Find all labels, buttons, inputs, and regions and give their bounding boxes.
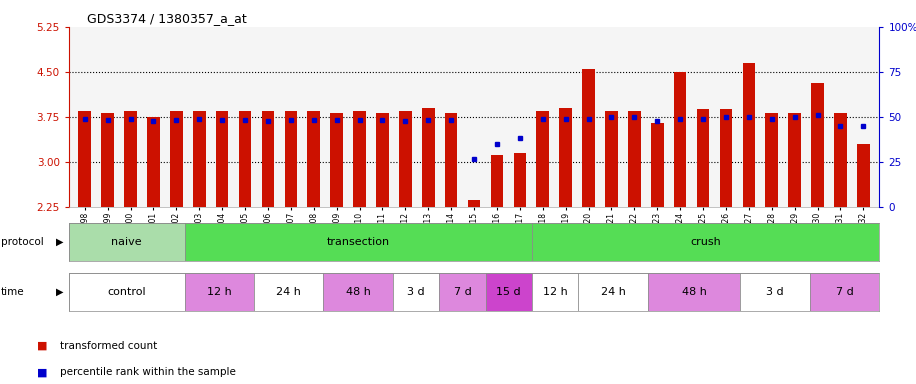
- Text: 12 h: 12 h: [542, 287, 568, 297]
- Bar: [125, 111, 136, 207]
- Text: time: time: [1, 287, 25, 297]
- Bar: [354, 111, 365, 207]
- Bar: [578, 273, 648, 311]
- Bar: [605, 111, 617, 207]
- Text: 3 d: 3 d: [767, 287, 784, 297]
- Bar: [323, 273, 393, 311]
- Bar: [440, 273, 485, 311]
- Bar: [743, 63, 755, 207]
- Bar: [69, 273, 184, 311]
- Text: protocol: protocol: [1, 237, 44, 247]
- Bar: [102, 113, 114, 207]
- Text: 12 h: 12 h: [207, 287, 232, 297]
- Bar: [648, 273, 740, 311]
- Bar: [789, 113, 801, 207]
- Bar: [468, 200, 480, 207]
- Bar: [331, 113, 343, 207]
- Bar: [184, 273, 254, 311]
- Bar: [170, 111, 182, 207]
- Bar: [422, 108, 434, 207]
- Bar: [740, 273, 810, 311]
- Bar: [514, 153, 526, 207]
- Bar: [254, 273, 323, 311]
- Text: percentile rank within the sample: percentile rank within the sample: [60, 367, 235, 377]
- Bar: [674, 72, 686, 207]
- Bar: [285, 111, 297, 207]
- Bar: [184, 223, 532, 261]
- Bar: [79, 111, 91, 207]
- Text: crush: crush: [691, 237, 721, 247]
- Text: ▶: ▶: [56, 237, 63, 247]
- Text: 48 h: 48 h: [345, 287, 371, 297]
- Bar: [537, 111, 549, 207]
- Bar: [812, 83, 823, 207]
- Text: ■: ■: [37, 367, 47, 377]
- Text: ■: ■: [37, 341, 47, 351]
- Bar: [393, 273, 440, 311]
- Text: 3 d: 3 d: [408, 287, 425, 297]
- Text: 15 d: 15 d: [496, 287, 521, 297]
- Bar: [583, 69, 594, 207]
- Bar: [651, 123, 663, 207]
- Text: transformed count: transformed count: [60, 341, 157, 351]
- Text: naive: naive: [111, 237, 142, 247]
- Bar: [239, 111, 251, 207]
- Text: control: control: [107, 287, 146, 297]
- Bar: [532, 223, 879, 261]
- Bar: [399, 111, 411, 207]
- Bar: [491, 155, 503, 207]
- Text: 7 d: 7 d: [835, 287, 854, 297]
- Bar: [532, 273, 578, 311]
- Bar: [628, 111, 640, 207]
- Bar: [697, 109, 709, 207]
- Text: ▶: ▶: [56, 287, 63, 297]
- Bar: [720, 109, 732, 207]
- Bar: [147, 117, 159, 207]
- Text: 24 h: 24 h: [277, 287, 301, 297]
- Bar: [857, 144, 869, 207]
- Bar: [69, 223, 184, 261]
- Text: 7 d: 7 d: [453, 287, 472, 297]
- Text: 48 h: 48 h: [682, 287, 706, 297]
- Bar: [193, 111, 205, 207]
- Text: GDS3374 / 1380357_a_at: GDS3374 / 1380357_a_at: [87, 12, 246, 25]
- Bar: [376, 113, 388, 207]
- Bar: [262, 111, 274, 207]
- Bar: [766, 113, 778, 207]
- Bar: [810, 273, 879, 311]
- Text: 24 h: 24 h: [601, 287, 626, 297]
- Bar: [445, 113, 457, 207]
- Bar: [485, 273, 532, 311]
- Bar: [308, 111, 320, 207]
- Bar: [216, 111, 228, 207]
- Bar: [834, 113, 846, 207]
- Text: transection: transection: [327, 237, 390, 247]
- Bar: [560, 108, 572, 207]
